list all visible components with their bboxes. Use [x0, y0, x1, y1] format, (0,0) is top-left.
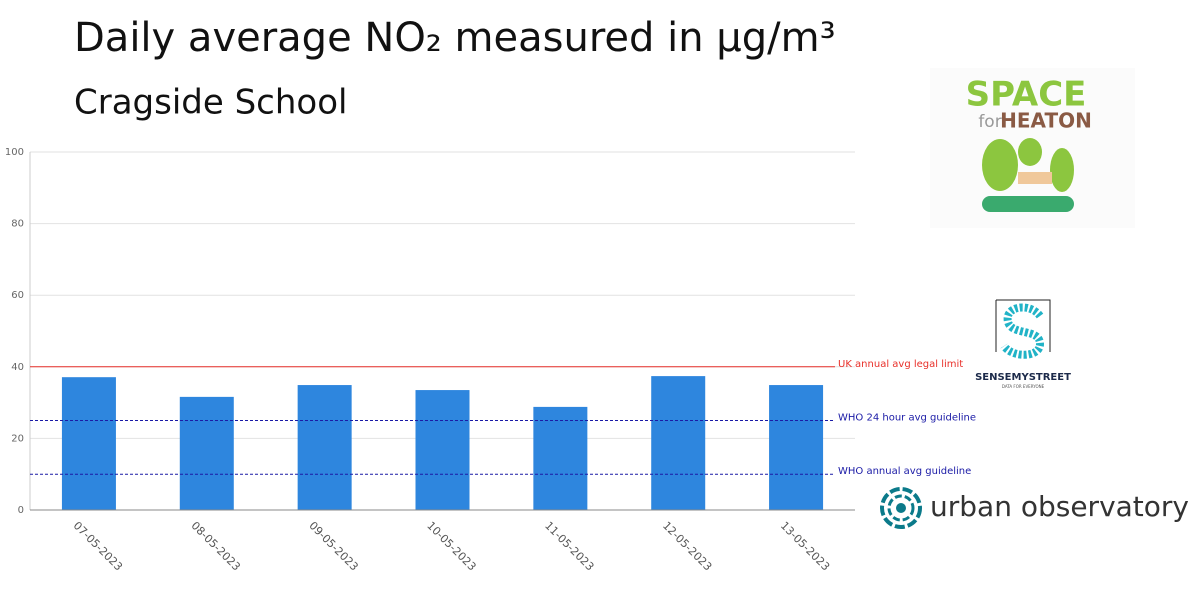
logo-text: SENSEMYSTREET: [975, 372, 1071, 383]
bar: [769, 385, 824, 510]
reference-label: WHO annual avg guideline: [838, 466, 971, 477]
chart-title: Daily average NO₂ measured in µg/m³: [74, 15, 836, 61]
y-tick-label: 60: [11, 290, 24, 301]
logo-ring: [880, 487, 922, 529]
x-tick-label: 07-05-2023: [71, 519, 125, 573]
bar: [179, 396, 234, 510]
logo-text: SPACE: [966, 75, 1087, 115]
y-tick-label: 20: [11, 433, 24, 444]
bar: [297, 385, 352, 510]
tree: [1018, 138, 1042, 166]
chart-subtitle: Cragside School: [74, 83, 347, 123]
y-tick-label: 80: [11, 219, 24, 230]
x-tick-label: 08-05-2023: [189, 519, 243, 573]
bar: [415, 390, 470, 510]
x-tick-label: 09-05-2023: [306, 519, 360, 573]
logo-text: urban observatory: [930, 490, 1189, 523]
sensemystreet-logo: SENSEMYSTREET DATA FOR EVERYONE: [975, 299, 1071, 389]
tree: [982, 139, 1018, 191]
logo-s: [1000, 303, 1045, 359]
logo-ring: [887, 494, 915, 522]
x-tick-label: 11-05-2023: [542, 519, 596, 573]
logo-text: for: [978, 112, 1001, 132]
tree: [1050, 148, 1074, 192]
y-tick-label: 0: [18, 505, 24, 516]
logo-ring: [896, 503, 906, 513]
y-tick-label: 40: [11, 362, 24, 373]
bar: [533, 406, 588, 510]
reference-label: WHO 24 hour avg guideline: [838, 413, 976, 424]
logo-text: HEATON: [1000, 109, 1092, 133]
reference-label: UK annual avg legal limit: [838, 359, 963, 370]
x-tick-label: 12-05-2023: [660, 519, 714, 573]
path: [982, 196, 1074, 212]
y-tick-label: 100: [5, 147, 24, 158]
space-for-heaton-logo: SPACE for HEATON: [930, 68, 1135, 228]
x-tick-label: 13-05-2023: [778, 519, 832, 573]
logo-frame: [995, 299, 1051, 352]
bar: [651, 376, 706, 510]
x-tick-label: 10-05-2023: [424, 519, 478, 573]
logo-text: DATA FOR EVERYONE: [1002, 384, 1045, 389]
bench: [1018, 172, 1052, 184]
bar: [61, 377, 116, 510]
urban-observatory-logo: urban observatory: [880, 487, 1189, 529]
